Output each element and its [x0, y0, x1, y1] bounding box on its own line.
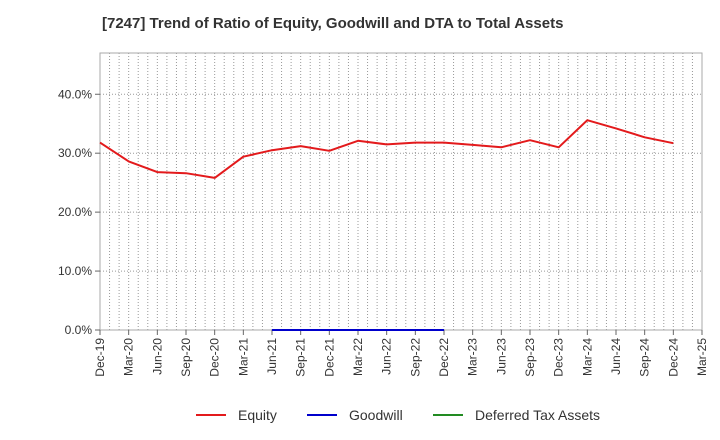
x-tick-label: Mar-23 [466, 338, 480, 376]
plot-background [100, 53, 702, 330]
y-tick-label: 40.0% [58, 87, 92, 101]
x-tick-label: Mar-21 [236, 338, 250, 376]
legend-item-equity: Equity [196, 405, 277, 425]
x-tick-label: Dec-23 [552, 338, 566, 377]
legend-swatch-goodwill [307, 414, 337, 416]
x-tick-label: Sep-23 [523, 338, 537, 377]
x-tick-label: Dec-19 [93, 338, 107, 377]
y-tick-label: 0.0% [65, 323, 93, 337]
x-tick-label: Sep-22 [408, 338, 422, 377]
y-tick-label: 20.0% [58, 205, 92, 219]
x-tick-label: Mar-22 [351, 338, 365, 376]
legend-item-goodwill: Goodwill [307, 405, 403, 425]
x-tick-label: Sep-20 [179, 338, 193, 377]
legend-label-goodwill: Goodwill [349, 407, 403, 423]
legend: Equity Goodwill Deferred Tax Assets [0, 405, 720, 425]
series-line-equity [99, 119, 674, 179]
x-tick-label: Dec-22 [437, 338, 451, 377]
x-tick-label: Dec-20 [208, 338, 222, 377]
x-tick-label: Jun-24 [609, 338, 623, 375]
legend-label-equity: Equity [238, 407, 277, 423]
legend-swatch-equity [196, 414, 226, 416]
y-tick-label: 30.0% [58, 146, 92, 160]
chart-title: [7247] Trend of Ratio of Equity, Goodwil… [102, 15, 564, 32]
y-tick-label: 10.0% [58, 264, 92, 278]
x-tick-label: Jun-23 [494, 338, 508, 375]
legend-swatch-deferred-tax-assets [433, 414, 463, 416]
legend-item-deferred-tax-assets: Deferred Tax Assets [433, 405, 600, 425]
x-tick-label: Jun-20 [150, 338, 164, 375]
x-tick-label: Dec-24 [666, 338, 680, 377]
x-tick-label: Dec-21 [322, 338, 336, 377]
legend-label-deferred-tax-assets: Deferred Tax Assets [475, 407, 601, 423]
x-tick-label: Jun-21 [265, 338, 279, 375]
x-tick-label: Sep-21 [294, 338, 308, 377]
x-tick-label: Sep-24 [638, 338, 652, 377]
x-tick-label: Mar-20 [122, 338, 136, 376]
x-tick-label: Mar-25 [695, 338, 709, 376]
x-tick-label: Jun-22 [380, 338, 394, 375]
x-tick-label: Mar-24 [580, 338, 594, 376]
